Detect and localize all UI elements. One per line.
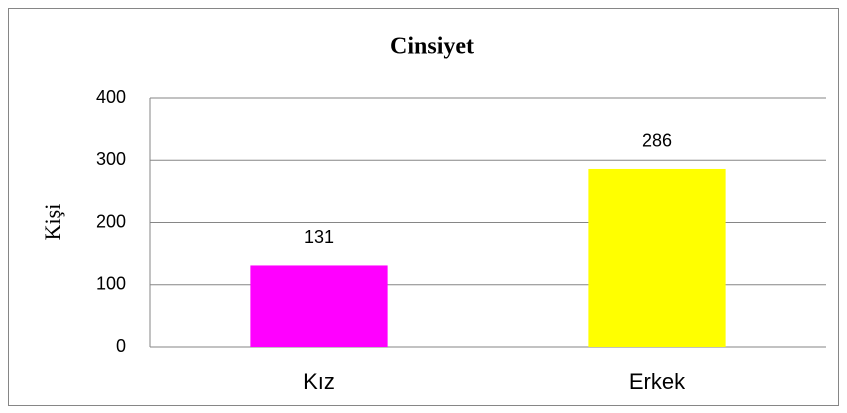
chart-title: Cinsiyet: [390, 34, 474, 60]
bar: [250, 265, 388, 347]
x-tick-label: Erkek: [629, 369, 686, 394]
y-tick-label: 100: [96, 274, 126, 294]
data-label: 286: [642, 131, 672, 151]
y-tick-label: 200: [96, 211, 126, 231]
data-label: 131: [304, 227, 334, 247]
bar: [588, 168, 726, 347]
y-tick-label: 0: [116, 336, 126, 356]
y-tick-label: 300: [96, 149, 126, 169]
x-tick-label: Kız: [303, 369, 335, 394]
y-tick-label: 400: [96, 87, 126, 107]
y-axis-label: Kişi: [40, 204, 65, 241]
